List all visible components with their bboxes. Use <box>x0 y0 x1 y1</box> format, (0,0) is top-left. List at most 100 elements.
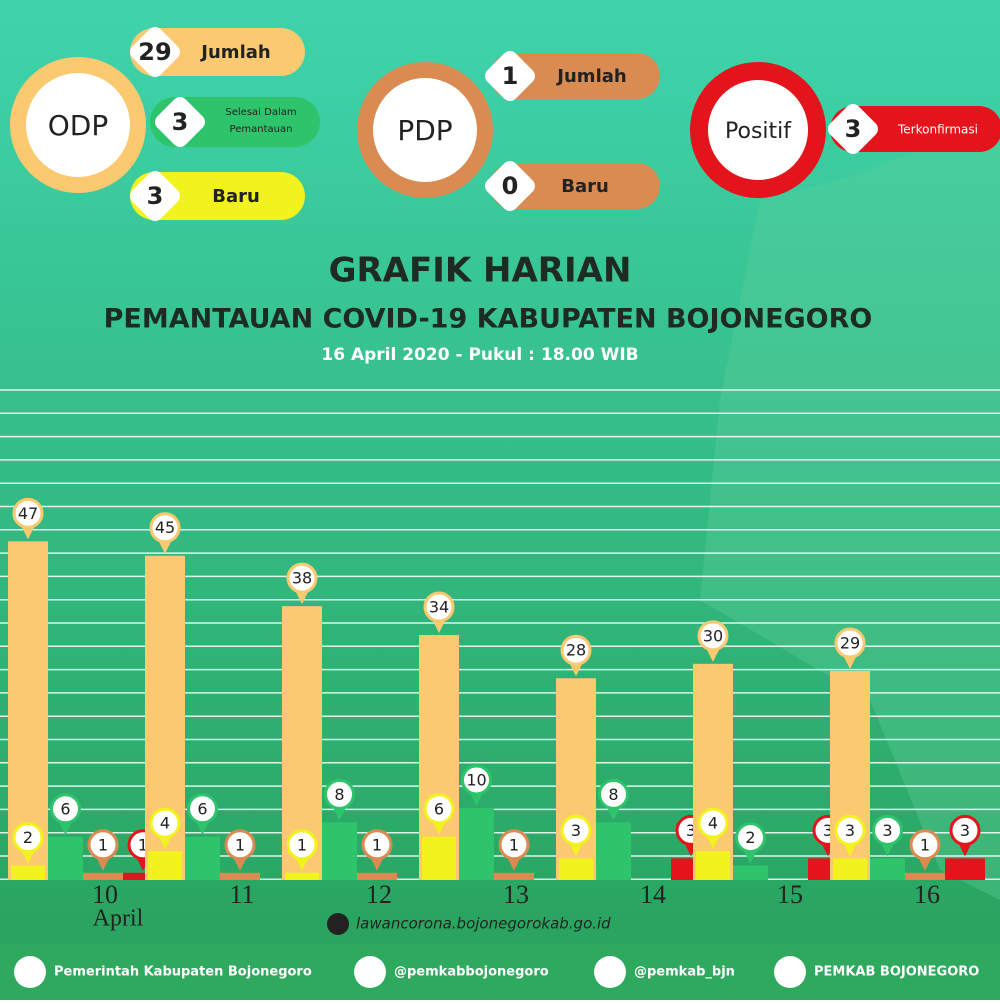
positive-label: Positif <box>725 119 792 144</box>
label-bubble <box>423 591 455 623</box>
x-tick-label: 11 <box>229 880 254 909</box>
value-label: 1 <box>98 835 108 854</box>
youtube-icon <box>774 956 806 988</box>
bar <box>494 872 534 880</box>
bar <box>148 851 182 880</box>
x-tick-label: 12 <box>366 880 392 909</box>
bar <box>905 872 945 880</box>
value-label: 3 <box>960 821 970 840</box>
label-bubble <box>361 829 393 861</box>
pdp-label: PDP <box>397 114 452 147</box>
instagram-icon <box>354 956 386 988</box>
twitter-icon <box>594 956 626 988</box>
odp-done-label: Selesai Dalam Pemantauan <box>225 107 297 135</box>
bar <box>596 822 631 880</box>
footer-instagram: @pemkabbojonegoro <box>394 965 549 980</box>
label-bubble <box>461 764 492 796</box>
website: lawancorona.bojonegorokab.go.id <box>356 915 611 933</box>
facebook-icon <box>14 956 46 988</box>
label-bubble <box>834 627 866 659</box>
label-bubble <box>12 822 44 854</box>
label-bubble <box>735 822 766 854</box>
label-bubble <box>149 807 181 839</box>
chart-date: 16 April 2020 - Pukul : 18.00 WIB <box>321 345 638 365</box>
bar <box>83 872 123 880</box>
value-label: 3 <box>845 821 855 840</box>
bar <box>185 836 220 880</box>
label-bubble <box>50 793 81 825</box>
bar <box>123 872 163 880</box>
web-icon <box>327 913 349 935</box>
x-tick-label: 16 <box>914 880 940 909</box>
value-label: 1 <box>297 835 307 854</box>
value-label: 3 <box>882 821 892 840</box>
label-bubble <box>560 634 592 666</box>
value-label: 1 <box>235 835 245 854</box>
value-label: 45 <box>155 518 175 537</box>
month-label: April <box>93 906 144 932</box>
label-bubble <box>909 829 941 861</box>
value-label: 3 <box>823 821 833 840</box>
chart-subtitle: PEMANTAUAN COVID-19 KABUPATEN BOJONEGORO <box>104 304 873 335</box>
label-bubble <box>949 814 981 846</box>
label-bubble <box>286 829 318 861</box>
value-label: 2 <box>23 828 33 847</box>
positive-value-label: Terkonfirmasi <box>897 123 978 137</box>
bar <box>696 851 730 880</box>
label-bubble <box>224 829 256 861</box>
x-tick-label: 13 <box>503 880 529 909</box>
odp-total: 29 <box>138 38 171 66</box>
map-shape <box>700 120 1000 900</box>
bar <box>322 822 357 880</box>
pdp-new: 0 <box>502 172 519 200</box>
x-tick-label: 14 <box>640 880 666 909</box>
value-label: 1 <box>372 835 382 854</box>
value-label: 2 <box>745 828 755 847</box>
label-bubble <box>187 793 218 825</box>
label-bubble <box>697 807 729 839</box>
label-bubble <box>423 793 455 825</box>
bar <box>220 872 260 880</box>
odp-new: 3 <box>147 182 164 210</box>
bar <box>870 858 905 880</box>
value-label: 8 <box>334 785 344 804</box>
pdp-new-label: Baru <box>561 176 609 197</box>
value-label: 1 <box>138 835 148 854</box>
value-label: 3 <box>686 821 696 840</box>
odp-new-label: Baru <box>212 186 260 207</box>
value-label: 6 <box>434 799 444 818</box>
positive-block: Positif 3 Terkonfirmasi <box>690 62 1000 198</box>
label-bubble <box>324 778 355 810</box>
bar <box>422 836 456 880</box>
label-bubble <box>286 562 318 594</box>
value-label: 6 <box>60 799 70 818</box>
bar <box>945 858 985 880</box>
value-label: 6 <box>197 799 207 818</box>
bar <box>733 865 768 880</box>
bar <box>459 807 494 880</box>
odp-done: 3 <box>172 108 189 136</box>
footer-youtube: PEMKAB BOJONEGORO <box>814 965 979 980</box>
pdp-block: PDP 1 Jumlah 0 Baru <box>357 51 660 211</box>
pdp-total-label: Jumlah <box>555 66 626 87</box>
label-bubble <box>872 814 903 846</box>
chart-title: GRAFIK HARIAN <box>329 251 632 291</box>
positive-value: 3 <box>845 115 862 143</box>
x-tick-label: 10 <box>92 880 118 909</box>
label-bubble <box>149 512 181 544</box>
value-label: 4 <box>160 814 170 833</box>
bar <box>48 836 83 880</box>
value-label: 8 <box>608 785 618 804</box>
value-label: 1 <box>509 835 519 854</box>
bar <box>559 858 593 880</box>
value-label: 3 <box>571 821 581 840</box>
odp-block: ODP 29 Jumlah 3 Selesai Dalam Pemantauan… <box>10 27 320 221</box>
footer-bar <box>0 944 1000 1000</box>
x-tick-label: 15 <box>777 880 803 909</box>
value-label: 30 <box>703 626 723 645</box>
bar <box>11 865 45 880</box>
label-bubble <box>598 778 629 810</box>
value-label: 34 <box>429 598 449 617</box>
